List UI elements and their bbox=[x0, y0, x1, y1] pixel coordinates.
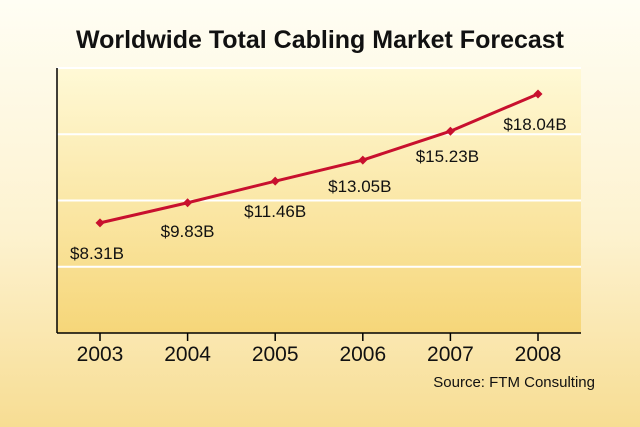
x-tick-label: 2003 bbox=[77, 343, 124, 366]
data-point bbox=[445, 126, 455, 136]
x-tick-label: 2004 bbox=[164, 343, 211, 366]
axes bbox=[56, 68, 581, 334]
data-point bbox=[95, 218, 105, 228]
data-label: $18.04B bbox=[503, 115, 566, 134]
data-point bbox=[270, 176, 280, 186]
gridlines bbox=[57, 67, 581, 268]
series-line bbox=[99, 92, 539, 225]
x-tick-label: 2008 bbox=[515, 343, 562, 366]
data-label: $15.23B bbox=[416, 147, 479, 166]
chart-title: Worldwide Total Cabling Market Forecast bbox=[76, 26, 565, 54]
data-point bbox=[183, 198, 193, 208]
x-tick-label: 2005 bbox=[252, 343, 299, 366]
data-point bbox=[533, 89, 543, 99]
x-axis-ticks bbox=[99, 333, 539, 341]
data-label: $9.83B bbox=[161, 222, 215, 241]
data-label: $13.05B bbox=[328, 177, 391, 196]
source-note: Source: FTM Consulting bbox=[433, 374, 595, 391]
data-label: $8.31B bbox=[70, 244, 124, 263]
x-tick-label: 2007 bbox=[427, 343, 474, 366]
x-axis-labels: 2003 2004 2005 2006 2007 2008 bbox=[77, 343, 562, 366]
data-labels: $8.31B $9.83B $11.46B $13.05B $15.23B $18.04B bbox=[70, 115, 567, 263]
data-label: $11.46B bbox=[244, 202, 306, 221]
data-point bbox=[358, 155, 368, 165]
series bbox=[95, 89, 543, 228]
x-tick-label: 2006 bbox=[339, 343, 386, 366]
